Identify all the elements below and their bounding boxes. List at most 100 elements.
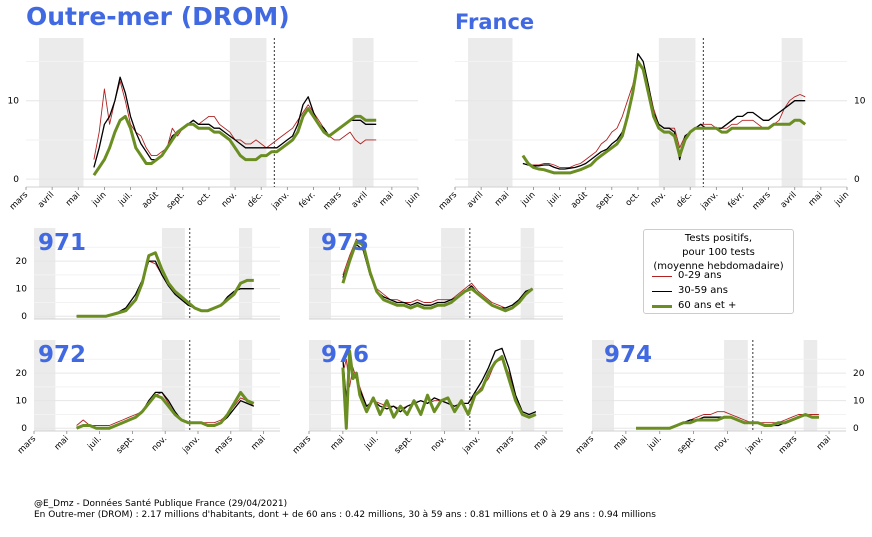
x-tick-label-972-7: mai — [249, 434, 267, 452]
x-tick-label-974-6: mars — [777, 434, 800, 457]
x-tick-label-974-4: nov. — [712, 434, 732, 454]
x-tick-label-974-0: mars — [574, 434, 597, 457]
y-tick-label-971-10: 10 — [16, 285, 28, 295]
y-tick-label-972-0: 0 — [21, 424, 27, 434]
y-tick-label-drom-0: 0 — [13, 175, 19, 185]
shaded-period-974-1 — [724, 340, 748, 431]
y-tick-label-974-0: 0 — [853, 424, 859, 434]
x-tick-label-974-5: janv. — [744, 434, 766, 456]
x-tick-label-976-1: mai — [329, 434, 347, 452]
y-tick-label-971-20: 20 — [16, 257, 28, 267]
series-line-973-2 — [341, 240, 534, 313]
title-976: 976 — [321, 342, 370, 368]
legend-swatch-60 — [652, 305, 672, 308]
series-line-drom-2 — [92, 107, 377, 177]
x-tick-label-976-4: nov. — [429, 434, 449, 454]
x-tick-label-976-2: juil. — [362, 434, 381, 453]
x-tick-label-france-7: oct. — [624, 190, 642, 208]
y-tick-label-974-10: 10 — [853, 397, 865, 407]
title-972: 972 — [38, 342, 87, 368]
y-tick-label-drom-10: 10 — [8, 97, 20, 107]
legend-label-0-29: 0-29 ans — [678, 270, 722, 281]
x-tick-label-974-1: mai — [612, 434, 630, 452]
shaded-period-972-0 — [34, 340, 56, 431]
x-tick-label-976-0: mars — [291, 434, 314, 457]
shaded-period-974-2 — [803, 340, 818, 431]
shaded-period-973-0 — [309, 228, 332, 319]
legend-title-line1: Tests positifs, — [684, 233, 753, 244]
shaded-period-france-0 — [468, 38, 513, 187]
shaded-period-976-1 — [441, 340, 465, 431]
y-tick-label-971-0: 0 — [21, 312, 27, 322]
legend-title-line3: (moyenne hebdomadaire) — [653, 261, 784, 272]
legend-label-30-59: 30-59 ans — [678, 285, 728, 296]
y-tick-label-france-10: 10 — [854, 97, 866, 107]
x-tick-label-972-0: mars — [16, 434, 39, 457]
shaded-period-976-0 — [309, 340, 332, 431]
shaded-period-france-1 — [658, 38, 696, 187]
footer-note: @E_Dmz - Données Santé Publique France (… — [34, 499, 656, 521]
series-line-france-2 — [521, 60, 807, 175]
x-tick-label-976-5: janv. — [461, 434, 483, 456]
shaded-period-971-2 — [239, 228, 253, 319]
legend-item-60: 60 ans et + — [652, 300, 736, 312]
x-tick-label-drom-11: févr. — [297, 189, 318, 210]
title-971: 971 — [38, 230, 87, 256]
series-line-france-1 — [522, 53, 806, 170]
x-tick-label-drom-15: juin — [403, 190, 422, 209]
legend-swatch-30-59 — [652, 291, 672, 292]
x-tick-label-france-6: sept. — [594, 190, 616, 212]
y-tick-label-972-20: 20 — [16, 369, 28, 379]
shaded-period-971-0 — [34, 228, 56, 319]
x-tick-label-drom-7: oct. — [195, 190, 213, 208]
x-tick-label-drom-8: nov. — [220, 190, 240, 210]
shaded-period-972-1 — [161, 340, 185, 431]
shaded-period-drom-1 — [229, 38, 267, 187]
x-tick-label-976-6: mars — [494, 434, 517, 457]
footer-source: @E_Dmz - Données Santé Publique France (… — [34, 499, 288, 509]
y-tick-label-972-10: 10 — [16, 397, 28, 407]
x-tick-label-drom-9: déc. — [245, 189, 266, 210]
x-tick-label-france-9: déc. — [674, 189, 695, 210]
title-973: 973 — [321, 230, 370, 256]
title-france: France — [455, 10, 535, 34]
title-974: 974 — [604, 342, 653, 368]
legend: Tests positifs, pour 100 tests (moyenne … — [643, 229, 794, 314]
x-tick-label-france-8: nov. — [649, 190, 669, 210]
x-tick-label-france-13: avril — [779, 190, 799, 210]
x-tick-label-drom-4: juil. — [116, 190, 135, 209]
x-tick-label-976-3: sept. — [393, 434, 415, 456]
x-tick-label-drom-2: mai — [64, 190, 82, 208]
x-tick-label-972-3: sept. — [115, 434, 137, 456]
x-tick-label-france-0: mars — [437, 190, 460, 213]
x-tick-label-drom-10: janv. — [270, 190, 292, 212]
x-tick-label-drom-14: mai — [378, 190, 396, 208]
x-tick-label-974-3: sept. — [676, 434, 698, 456]
legend-swatch-0-29 — [652, 276, 672, 277]
series-line-972-2 — [76, 390, 255, 430]
y-tick-label-974-20: 20 — [853, 369, 865, 379]
x-tick-label-france-11: févr. — [726, 189, 747, 210]
x-tick-label-france-1: avril — [465, 190, 485, 210]
x-tick-label-972-4: nov. — [150, 434, 170, 454]
x-tick-label-france-4: juil. — [545, 190, 564, 209]
series-line-971-2 — [76, 251, 254, 318]
shaded-period-973-2 — [520, 228, 535, 319]
x-tick-label-france-10: janv. — [699, 190, 721, 212]
series-line-976-2 — [341, 349, 537, 430]
x-tick-label-drom-1: avril — [36, 190, 56, 210]
legend-item-0-29: 0-29 ans — [652, 270, 722, 282]
x-tick-label-france-12: mars — [751, 190, 774, 213]
x-tick-label-drom-12: mars — [322, 190, 345, 213]
x-tick-label-drom-3: juin — [90, 190, 109, 209]
x-tick-label-drom-0: mars — [8, 190, 31, 213]
shaded-period-976-2 — [520, 340, 535, 431]
x-tick-label-976-7: mai — [532, 434, 550, 452]
x-tick-label-drom-13: avril — [350, 190, 370, 210]
legend-title-line2: pour 100 tests — [682, 247, 755, 258]
x-tick-label-972-1: mai — [53, 434, 71, 452]
shaded-period-974-0 — [592, 340, 615, 431]
x-tick-label-drom-5: août — [140, 190, 161, 211]
x-tick-label-france-2: mai — [493, 190, 511, 208]
